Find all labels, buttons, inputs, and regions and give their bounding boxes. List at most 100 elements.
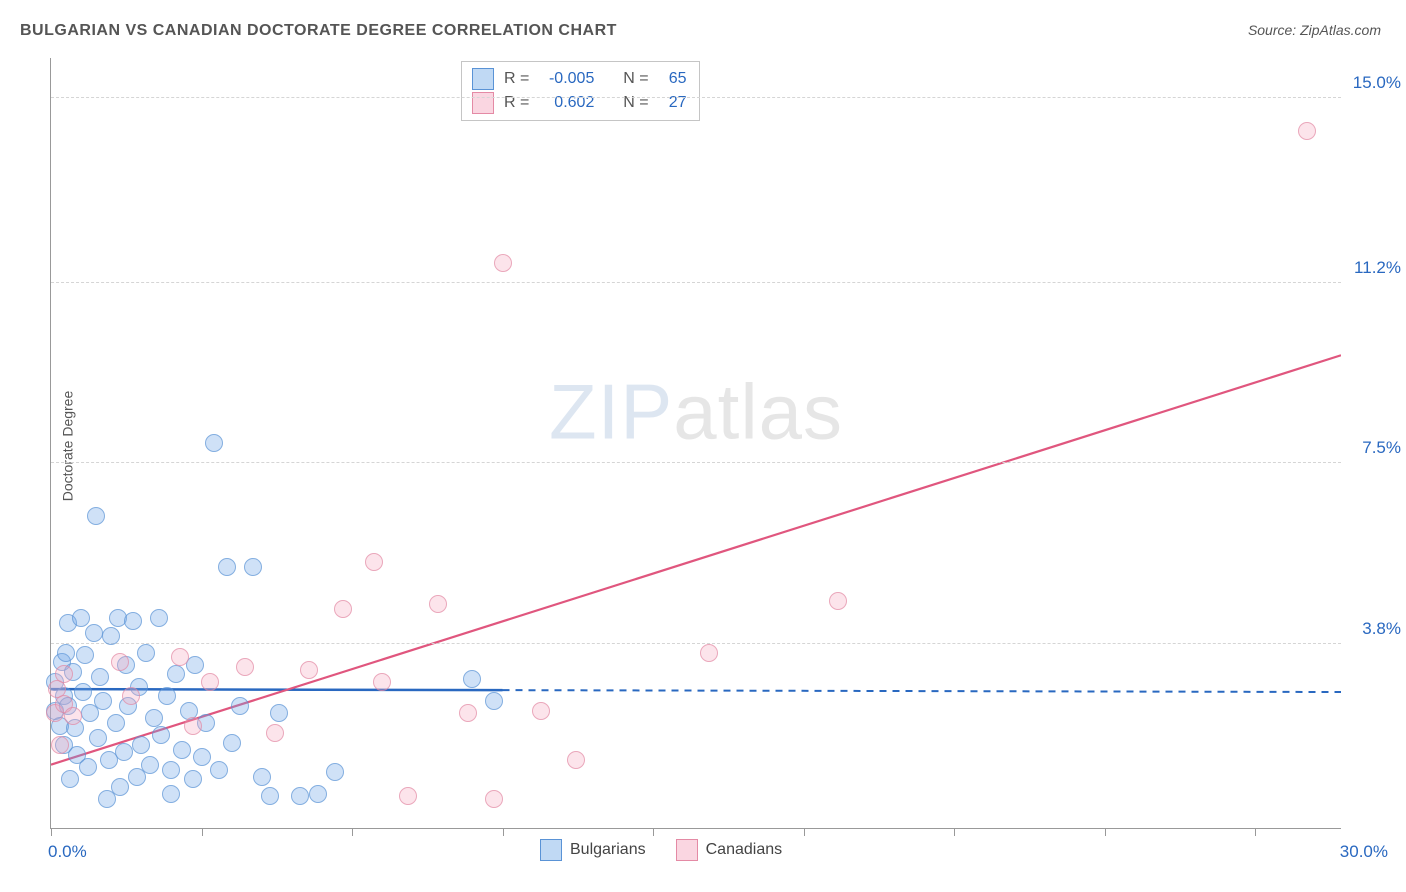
data-point [485,790,503,808]
swatch-pink-icon [472,92,494,114]
data-point [124,612,142,630]
x-tick [954,828,955,836]
data-point [107,714,125,732]
data-point [64,707,82,725]
data-point [193,748,211,766]
data-point [137,644,155,662]
series-legend: Bulgarians Canadians [540,839,782,861]
data-point [494,254,512,272]
gridline [51,282,1341,283]
legend-label: Bulgarians [570,841,646,859]
chart-container: BULGARIAN VS CANADIAN DOCTORATE DEGREE C… [0,0,1406,892]
gridline [51,643,1341,644]
data-point [171,648,189,666]
legend-item-bulgarians: Bulgarians [540,839,646,861]
source-label: Source: ZipAtlas.com [1248,22,1381,38]
x-tick [503,828,504,836]
plot-area: ZIPatlas R = -0.005 N = 65 R = 0.602 N =… [50,58,1341,829]
y-tick-label: 11.2% [1354,258,1401,278]
data-point [184,770,202,788]
data-point [102,627,120,645]
n-label: N = [623,91,648,115]
y-tick-label: 3.8% [1362,619,1401,639]
data-point [57,644,75,662]
data-point [309,785,327,803]
data-point [334,600,352,618]
data-point [459,704,477,722]
x-tick [804,828,805,836]
data-point [201,673,219,691]
data-point [429,595,447,613]
data-point [85,624,103,642]
data-point [270,704,288,722]
stats-row: R = -0.005 N = 65 [472,67,687,91]
data-point [74,683,92,701]
data-point [218,558,236,576]
n-value: 65 [659,67,687,91]
data-point [51,736,69,754]
r-label: R = [504,67,529,91]
data-point [291,787,309,805]
data-point [132,736,150,754]
data-point [365,553,383,571]
swatch-pink-icon [676,839,698,861]
x-tick [202,828,203,836]
n-label: N = [623,67,648,91]
data-point [253,768,271,786]
data-point [72,609,90,627]
data-point [700,644,718,662]
x-max-label: 30.0% [1340,842,1388,862]
data-point [373,673,391,691]
y-tick-label: 15.0% [1353,73,1401,93]
data-point [162,785,180,803]
x-tick [352,828,353,836]
data-point [399,787,417,805]
data-point [167,665,185,683]
data-point [158,687,176,705]
data-point [231,697,249,715]
data-point [61,770,79,788]
data-point [115,743,133,761]
swatch-blue-icon [540,839,562,861]
legend-label: Canadians [706,841,783,859]
data-point [184,717,202,735]
r-value: -0.005 [539,67,594,91]
r-value: 0.602 [539,91,594,115]
data-point [141,756,159,774]
x-min-label: 0.0% [48,842,87,862]
data-point [244,558,262,576]
gridline [51,462,1341,463]
data-point [111,778,129,796]
r-label: R = [504,91,529,115]
y-tick-label: 7.5% [1362,438,1401,458]
data-point [1298,122,1316,140]
data-point [111,653,129,671]
watermark-zip: ZIP [549,368,673,456]
data-point [150,609,168,627]
data-point [223,734,241,752]
data-point [236,658,254,676]
data-point [463,670,481,688]
watermark: ZIPatlas [549,367,843,458]
n-value: 27 [659,91,687,115]
data-point [162,761,180,779]
data-point [87,507,105,525]
data-point [76,646,94,664]
data-point [326,763,344,781]
data-point [485,692,503,710]
data-point [567,751,585,769]
chart-title: BULGARIAN VS CANADIAN DOCTORATE DEGREE C… [20,22,617,40]
data-point [173,741,191,759]
x-tick [51,828,52,836]
x-tick [653,828,654,836]
data-point [122,687,140,705]
data-point [145,709,163,727]
data-point [55,665,73,683]
data-point [829,592,847,610]
x-tick [1255,828,1256,836]
swatch-blue-icon [472,68,494,90]
gridline [51,97,1341,98]
data-point [91,668,109,686]
data-point [532,702,550,720]
data-point [300,661,318,679]
